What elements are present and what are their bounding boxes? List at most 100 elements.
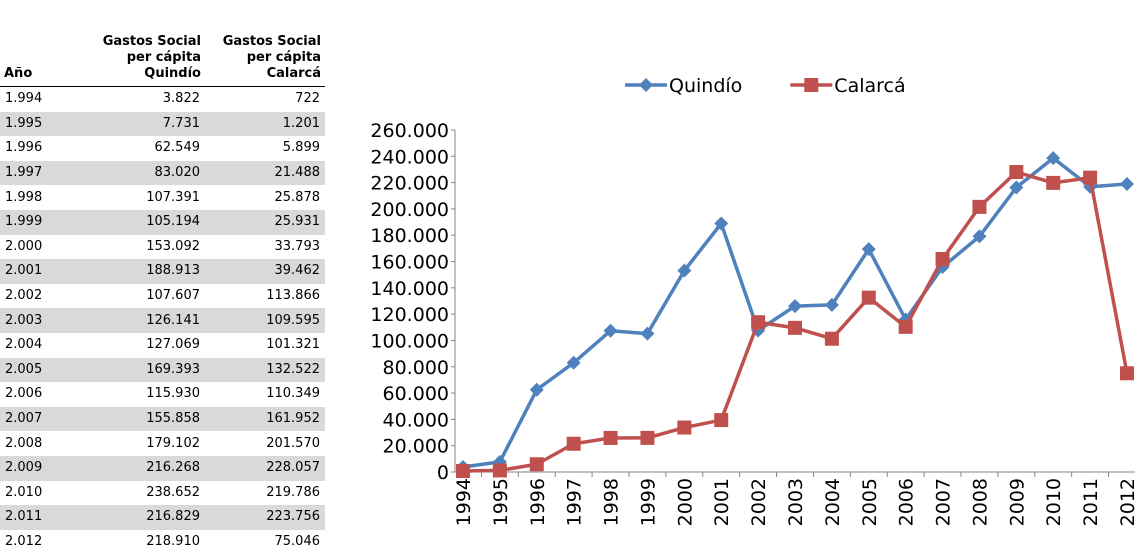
table-cell: 33.793 [274, 238, 321, 254]
table-cell: 25.878 [274, 189, 321, 205]
table-cell: 109.595 [205, 308, 325, 333]
data-point [788, 320, 802, 335]
x-tick-label: 1999 [637, 478, 659, 526]
x-tick-label: 2011 [1080, 478, 1102, 526]
legend-marker [639, 78, 653, 92]
table-cell: 1.994 [5, 91, 43, 107]
table-cell: 153.092 [146, 238, 200, 254]
data-point [603, 323, 618, 338]
data-point [972, 229, 987, 244]
table-row: 2.002 107.607 113.866 [0, 284, 325, 309]
y-tick-label: 180.000 [370, 225, 449, 247]
table-cell: 2.000 [5, 238, 43, 254]
table-cell: 1.998 [5, 189, 43, 205]
data-point [861, 242, 876, 257]
x-tick-label: 2003 [785, 478, 807, 526]
table-row: 2.010 238.652 219.786 [0, 481, 325, 506]
table-cell: 107.391 [146, 189, 200, 205]
table-cell: 722 [295, 91, 320, 107]
x-tick-label: 2000 [674, 478, 696, 526]
table-row: 2.001 188.913 39.462 [0, 259, 325, 284]
table-cell: 1.201 [205, 111, 325, 137]
x-tick-label: 2012 [1117, 478, 1139, 526]
header-cell: Gastos Social per cápita Quindío [80, 0, 205, 87]
table-cell: 188.913 [80, 259, 205, 284]
table-cell: 228.057 [205, 455, 325, 481]
legend-marker [804, 78, 819, 92]
data-point [529, 382, 544, 397]
data-point [1120, 177, 1134, 192]
table-cell: 1.997 [0, 160, 80, 186]
header-cell: Año [0, 0, 80, 87]
data-point [751, 315, 766, 330]
x-tick-label: 2002 [748, 478, 770, 526]
table-cell: 2.005 [0, 357, 80, 383]
table-cell: 2.009 [0, 455, 80, 481]
data-point [640, 326, 655, 341]
y-tick-label: 220.000 [370, 173, 449, 195]
data-point [677, 420, 692, 435]
y-tick-label: 80.000 [383, 357, 449, 379]
data-point [566, 355, 581, 370]
table-cell: 132.522 [205, 357, 325, 383]
table-cell: 1.999 [0, 209, 80, 235]
chart: 0 20.000 40.000 60.000 80.000 100.000 120.000 1… [370, 75, 1139, 526]
table-cell: 110.349 [266, 386, 320, 402]
data-point [1046, 175, 1061, 190]
data-point [788, 299, 802, 314]
x-tick-label: 2009 [1006, 478, 1028, 526]
table-row: 1.998 107.391 25.878 [0, 185, 325, 210]
table-cell: 3.822 [162, 91, 200, 107]
table-cell: 7.731 [80, 111, 205, 137]
table-cell: 126.141 [80, 308, 205, 333]
table-row: 2.007 155.858 161.952 [0, 406, 325, 432]
table-cell: 21.488 [205, 160, 325, 186]
table-cell: 2.012 [5, 533, 43, 549]
table-cell: 113.866 [266, 288, 320, 304]
x-tick-label: 2008 [969, 478, 991, 526]
y-tick-label: 160.000 [370, 252, 449, 274]
table-row: 2.004 127.069 101.321 [0, 333, 325, 358]
x-tick-label: 2007 [933, 478, 955, 526]
table-row: 1.995 7.731 1.201 [0, 111, 325, 137]
table-cell: 2.010 [5, 484, 43, 500]
table-cell: 107.607 [146, 288, 200, 304]
table-cell: 1.996 [5, 140, 43, 156]
y-tick-label: 120.000 [370, 304, 449, 326]
legend-label: Quindío [669, 75, 742, 97]
table-cell: 2.007 [0, 406, 80, 432]
table-row: 1.996 62.549 5.899 [0, 136, 325, 161]
table-cell: 218.910 [146, 533, 200, 549]
y-tick-label: 0 [437, 462, 449, 484]
data-point [824, 297, 839, 312]
table-cell: 169.393 [80, 357, 205, 383]
table-cell: 83.020 [80, 160, 205, 186]
table-cell: 155.858 [80, 406, 205, 432]
table-cell: 75.046 [274, 533, 321, 549]
y-tick-label: 140.000 [370, 278, 449, 300]
data-point [603, 430, 618, 445]
table-cell: 39.462 [205, 259, 325, 284]
data-point [1009, 165, 1024, 180]
table-row: 2.011 216.829 223.756 [0, 505, 325, 530]
table-row: 2.006 115.930 110.349 [0, 382, 325, 407]
data-point [529, 457, 544, 472]
table-row: 2.000 153.092 33.793 [0, 235, 325, 260]
data-point [898, 319, 913, 334]
table-cell: 179.102 [146, 435, 200, 451]
data-point [824, 331, 839, 346]
table-cell: 2.004 [5, 337, 43, 353]
x-tick-label: 1996 [527, 478, 549, 526]
data-point [677, 263, 692, 278]
y-tick-label: 260.000 [370, 120, 449, 142]
table-row: 1.999 105.194 25.931 [0, 209, 325, 235]
data-point [861, 290, 876, 305]
table-cell: 161.952 [205, 406, 325, 432]
table-cell: 2.002 [5, 288, 43, 304]
data-point [935, 251, 950, 266]
table-row: 1.997 83.020 21.488 [0, 160, 325, 186]
data-point [566, 436, 581, 451]
x-tick-label: 1994 [453, 478, 475, 526]
data-point [714, 216, 729, 231]
